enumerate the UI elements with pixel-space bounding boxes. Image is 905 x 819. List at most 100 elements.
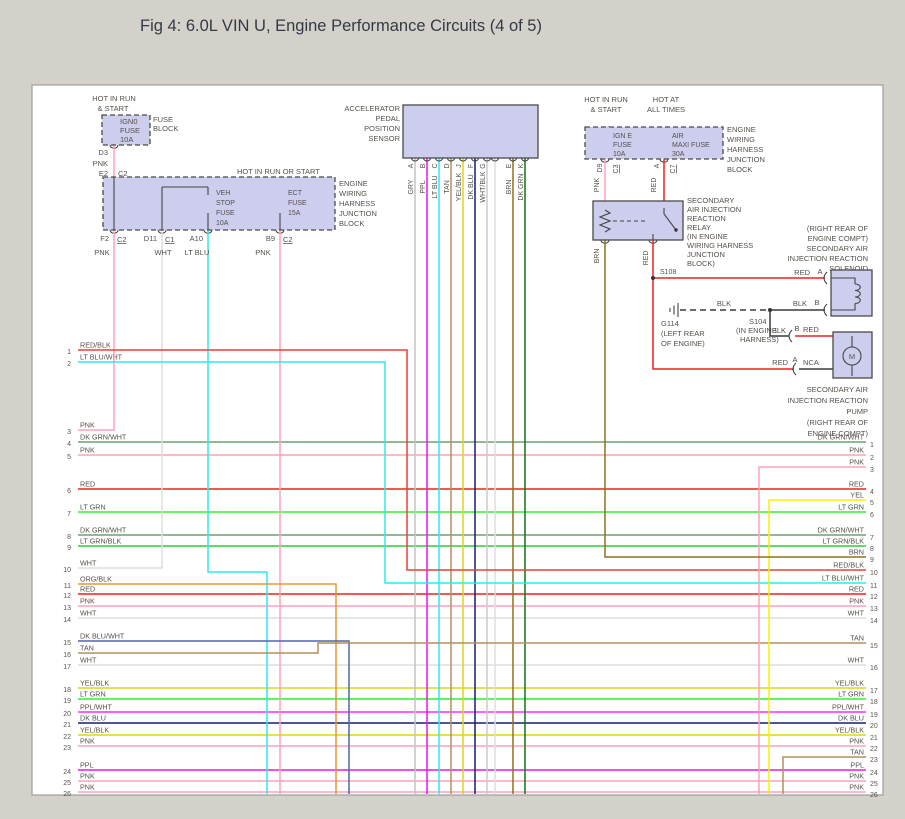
sensor-pin-letter: B <box>420 163 427 168</box>
wire-orgblk-row11 <box>78 583 337 794</box>
row-label-right-13: PNK <box>849 597 864 606</box>
junction-block-left: HOT IN RUN OR START VEH STOP FUSE 10A EC… <box>94 167 377 257</box>
row-label-left-7: LT GRN <box>80 503 106 512</box>
row-label-left-3: PNK <box>80 421 95 430</box>
hot-label: ALL TIMES <box>647 105 685 114</box>
row-number-right-8: 8 <box>870 546 874 553</box>
motor-letter: M <box>849 352 855 361</box>
junction-block-right: HOT IN RUN & START HOT AT ALL TIMES IGN … <box>584 95 765 192</box>
row-label-left-19: LT GRN <box>80 690 106 699</box>
component-name: (RIGHT REAR OF <box>807 418 869 427</box>
sensor-pin-letter: D <box>444 163 451 168</box>
sensor-wire-label: BRN <box>506 180 513 195</box>
row-label-right-10: RED/BLK <box>833 561 864 570</box>
fuse-name: FUSE <box>120 126 140 135</box>
connector-label: C1 <box>165 235 175 244</box>
component-name: SECONDARY AIR <box>807 244 869 253</box>
row-number-right-20: 20 <box>870 723 878 730</box>
fuse-name: MAXI FUSE <box>672 142 710 149</box>
ground-location: (LEFT REAR <box>661 329 705 338</box>
row-number-right-25: 25 <box>870 781 878 788</box>
row-label-right-17: YEL/BLK <box>835 679 864 688</box>
component-name: BLOCK) <box>687 259 715 268</box>
row-number-left-19: 19 <box>63 698 71 705</box>
wire-label: PNK <box>255 248 270 257</box>
row-number-left-5: 5 <box>67 454 71 461</box>
fuse-name: FUSE <box>216 210 235 217</box>
wire-label: RED <box>651 178 658 193</box>
hot-label: & START <box>591 105 622 114</box>
fuse-block-left: HOT IN RUN & START IGN0 FUSE 10A FUSE BL… <box>92 94 178 178</box>
pin-label: A <box>654 163 661 168</box>
row-label-right-18: LT GRN <box>838 690 864 699</box>
row-number-right-12: 12 <box>870 594 878 601</box>
row-number-left-14: 14 <box>63 617 71 624</box>
splice-label: S104 <box>749 317 767 326</box>
pin-label: A10 <box>190 234 203 243</box>
hot-label: HOT IN RUN <box>92 94 136 103</box>
relay-switch-blade <box>663 208 677 231</box>
sensor-pin-letter: J <box>456 164 463 168</box>
row-number-left-18: 18 <box>63 687 71 694</box>
fuse-rating: 15A <box>288 210 301 217</box>
wire-red-relay-pump <box>652 240 794 370</box>
wire-runs <box>78 145 866 794</box>
component-name: PUMP <box>846 407 868 416</box>
fuse-name: STOP <box>216 200 235 207</box>
row-label-right-8: LT GRN/BLK <box>823 537 864 546</box>
component-name: AIR INJECTION <box>687 205 741 214</box>
relay-coil <box>598 209 612 233</box>
row-number-left-25: 25 <box>63 780 71 787</box>
row-label-right-7: DK GRN/WHT <box>818 526 865 535</box>
row-label-left-9: LT GRN/BLK <box>80 537 121 546</box>
block-name: BLOCK <box>153 124 178 133</box>
wire-label: RED <box>643 251 650 266</box>
component-name: JUNCTION <box>687 250 725 259</box>
block-name: FUSE <box>153 115 173 124</box>
fuse-rating: 30A <box>672 151 685 158</box>
pin-label: D9 <box>597 163 604 172</box>
row-number-right-5: 5 <box>870 500 874 507</box>
wire-label: BLK <box>793 299 807 308</box>
ground-label: G114 <box>661 319 679 328</box>
row-label-left-5: PNK <box>80 446 95 455</box>
row-number-left-3: 3 <box>67 429 71 436</box>
fuse-name: IGN0 <box>120 117 138 126</box>
sensor-wire-label: PPL <box>420 180 427 193</box>
row-number-right-23: 23 <box>870 757 878 764</box>
component-name: RELAY <box>687 223 711 232</box>
wire-label: RED <box>772 358 788 367</box>
row-number-right-19: 19 <box>870 712 878 719</box>
row-number-right-21: 21 <box>870 735 878 742</box>
fuse-rating: 10A <box>613 151 626 158</box>
row-number-right-13: 13 <box>870 606 878 613</box>
pin-arc <box>792 362 797 376</box>
wire-label: PNK <box>94 248 109 257</box>
row-number-right-9: 9 <box>870 557 874 564</box>
row-label-right-19: PPL/WHT <box>832 703 865 712</box>
row-number-right-22: 22 <box>870 746 878 753</box>
row-label-left-22: YEL/BLK <box>80 726 109 735</box>
pin-label: A <box>792 355 797 364</box>
row-number-left-13: 13 <box>63 605 71 612</box>
row-label-left-15: DK BLU/WHT <box>80 632 125 641</box>
row-number-left-4: 4 <box>67 441 71 448</box>
row-number-left-20: 20 <box>63 711 71 718</box>
motor-icon <box>842 346 862 366</box>
wire-label: PNK <box>594 177 601 192</box>
hot-label: HOT IN RUN OR START <box>237 167 320 176</box>
junction-box <box>584 126 724 160</box>
block-name: HARNESS <box>339 199 375 208</box>
row-number-left-21: 21 <box>63 722 71 729</box>
component-name: INJECTION REACTION <box>788 254 868 263</box>
row-label-left-23: PNK <box>80 737 95 746</box>
row-label-right-24: PPL <box>850 761 864 770</box>
sensor-wire-label: YEL/BLK <box>456 172 463 201</box>
connector-label: C2 <box>283 235 293 244</box>
pin-arc <box>446 157 456 162</box>
row-label-left-2: LT BLU/WHT <box>80 353 123 362</box>
row-label-right-16: WHT <box>848 656 865 665</box>
component-name: ACCELERATOR <box>344 104 400 113</box>
row-label-right-5: YEL <box>850 491 864 500</box>
